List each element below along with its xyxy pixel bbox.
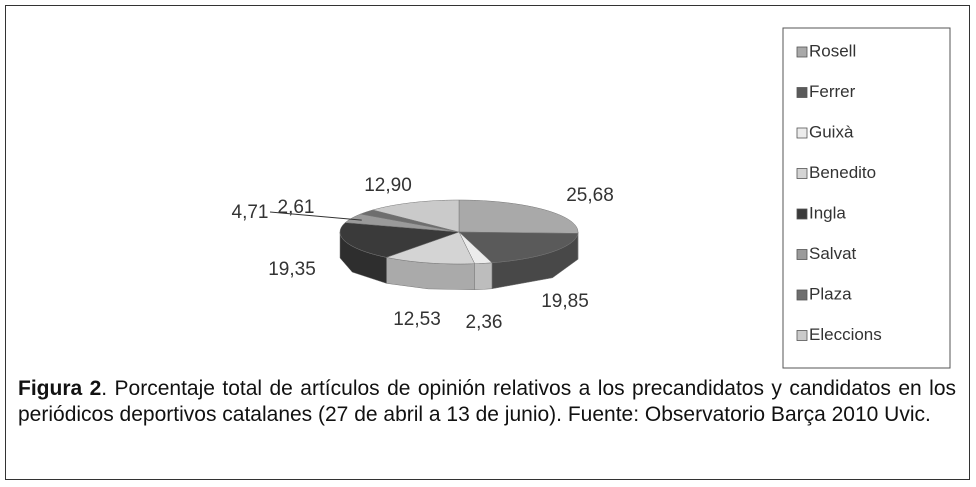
legend-swatch [796, 289, 808, 301]
legend-label: Ingla [809, 203, 846, 222]
pie-slice [339, 222, 460, 258]
legend-swatch [796, 208, 808, 220]
data-label: 2,36 [466, 312, 503, 333]
data-label: 19,35 [268, 259, 316, 280]
legend-box [782, 27, 951, 369]
caption-text: . Porcentaje total de artículos de opini… [18, 377, 956, 426]
pie-slice [458, 231, 579, 264]
pie-slice [344, 213, 460, 233]
legend-swatch [796, 87, 808, 98]
legend-label: Rosell [809, 41, 856, 60]
data-label: 12,53 [393, 309, 441, 330]
legend-label: Benedito [809, 163, 876, 182]
pie-slice [359, 209, 460, 233]
pie-slice-side [474, 262, 493, 290]
data-label: 4,71 [232, 202, 269, 223]
data-label: 2,61 [278, 197, 315, 218]
legend-label: Plaza [809, 284, 852, 303]
pie-slice [385, 231, 476, 265]
legend-swatch [796, 330, 808, 341]
data-label: 19,85 [541, 291, 589, 312]
data-label: 25,68 [566, 185, 614, 206]
leader-line [269, 211, 362, 221]
data-label: 12,90 [364, 175, 412, 196]
legend-label: Guixà [809, 122, 854, 141]
legend-swatch [796, 249, 808, 260]
legend-label: Salvat [809, 244, 857, 263]
legend-label: Ferrer [809, 82, 856, 101]
pie-slice [458, 231, 493, 264]
caption: Figura 2. Porcentaje total de artículos … [18, 376, 956, 428]
caption-label: Figura 2 [18, 377, 102, 400]
figure-frame [5, 5, 970, 480]
pie-slice [371, 199, 460, 233]
legend-swatch [796, 46, 808, 58]
legend-swatch [796, 127, 808, 139]
legend-label: Eleccions [809, 325, 882, 344]
legend-swatch [796, 168, 808, 179]
pie-slice [458, 199, 579, 234]
